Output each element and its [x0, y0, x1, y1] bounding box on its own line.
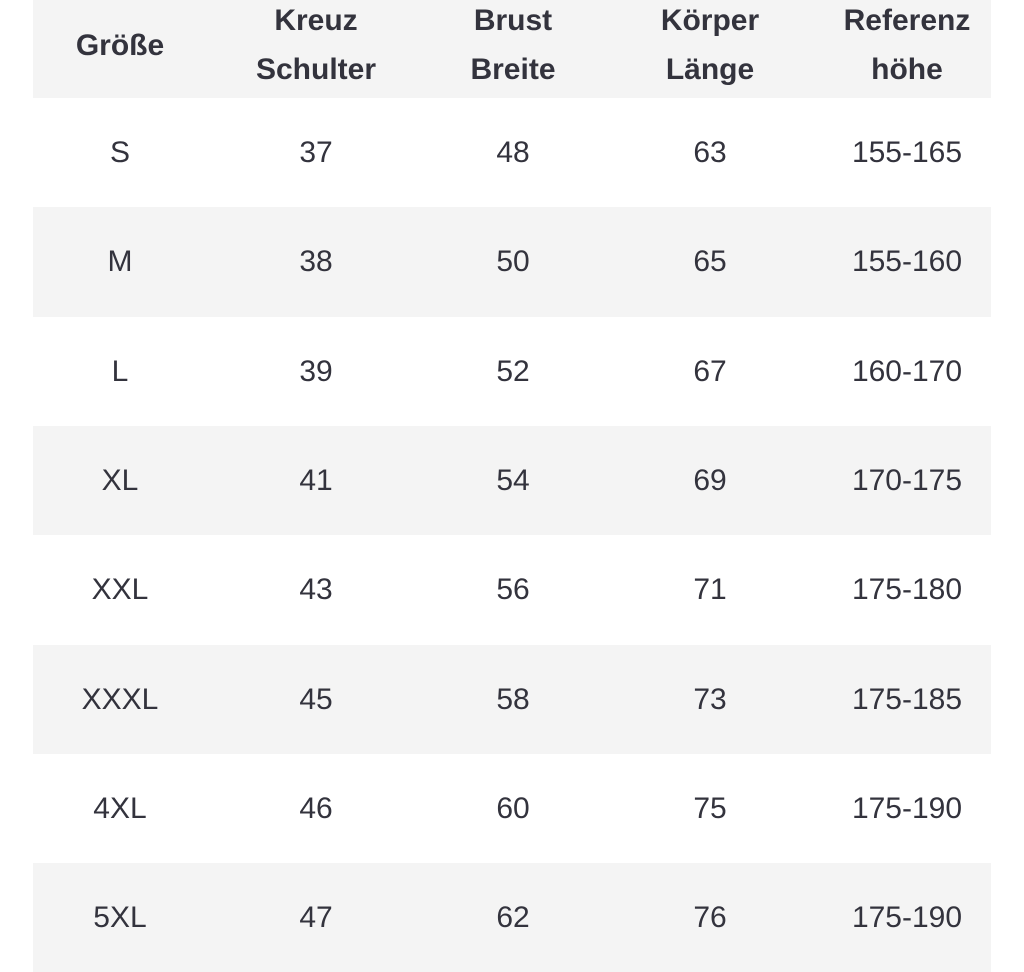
size-cell: 5XL [93, 901, 147, 935]
header-cell: Körper [660, 4, 760, 37]
value-cell: 43 [299, 573, 333, 607]
value-cell: 175-190 [851, 901, 963, 935]
size-cell: M [107, 245, 133, 279]
size-cell: 4XL [93, 791, 147, 825]
value-cell: 46 [299, 791, 333, 825]
value-cell: 50 [496, 245, 530, 279]
value-cell: 155-165 [851, 136, 963, 170]
value-cell: 75 [693, 791, 727, 825]
value-cell: 52 [496, 354, 530, 388]
row-stripe [33, 644, 991, 754]
header-cell: Länge [665, 53, 755, 86]
value-cell: 54 [496, 464, 530, 498]
value-cell: 76 [693, 901, 727, 935]
row-stripe [33, 863, 991, 972]
header-cell: Größe [75, 28, 165, 62]
value-cell: 45 [299, 682, 333, 716]
value-cell: 38 [299, 245, 333, 279]
size-cell: XXXL [81, 682, 159, 716]
value-cell: 175-180 [851, 573, 963, 607]
header-cell: Breite [470, 53, 556, 86]
value-cell: 175-185 [851, 682, 963, 716]
value-cell: 39 [299, 354, 333, 388]
value-cell: 37 [299, 136, 333, 170]
value-cell: 47 [299, 901, 333, 935]
value-cell: 155-160 [851, 245, 963, 279]
value-cell: 73 [693, 682, 727, 716]
header-row [33, 0, 991, 98]
value-cell: 63 [693, 136, 727, 170]
value-cell: 60 [496, 791, 530, 825]
value-cell: 175-190 [851, 791, 963, 825]
row-stripe [33, 207, 991, 317]
value-cell: 58 [496, 682, 530, 716]
size-cell: XL [101, 464, 139, 498]
header-cell: Schulter [255, 53, 377, 86]
header-cell: Kreuz [274, 4, 358, 37]
value-cell: 65 [693, 245, 727, 279]
header-cell: Referenz [843, 4, 971, 37]
value-cell: 71 [693, 573, 727, 607]
value-cell: 69 [693, 464, 727, 498]
value-cell: 48 [496, 136, 530, 170]
row-stripe [33, 425, 991, 536]
value-cell: 62 [496, 901, 530, 935]
size-cell: XXL [91, 573, 149, 607]
value-cell: 160-170 [851, 354, 963, 388]
header-cell: Brust [473, 4, 553, 37]
value-cell: 67 [693, 354, 727, 388]
size-cell: S [109, 136, 130, 170]
value-cell: 170-175 [851, 464, 963, 498]
value-cell: 56 [496, 573, 530, 607]
size-cell: L [111, 354, 129, 388]
value-cell: 41 [299, 464, 333, 498]
header-cell: höhe [871, 53, 943, 86]
